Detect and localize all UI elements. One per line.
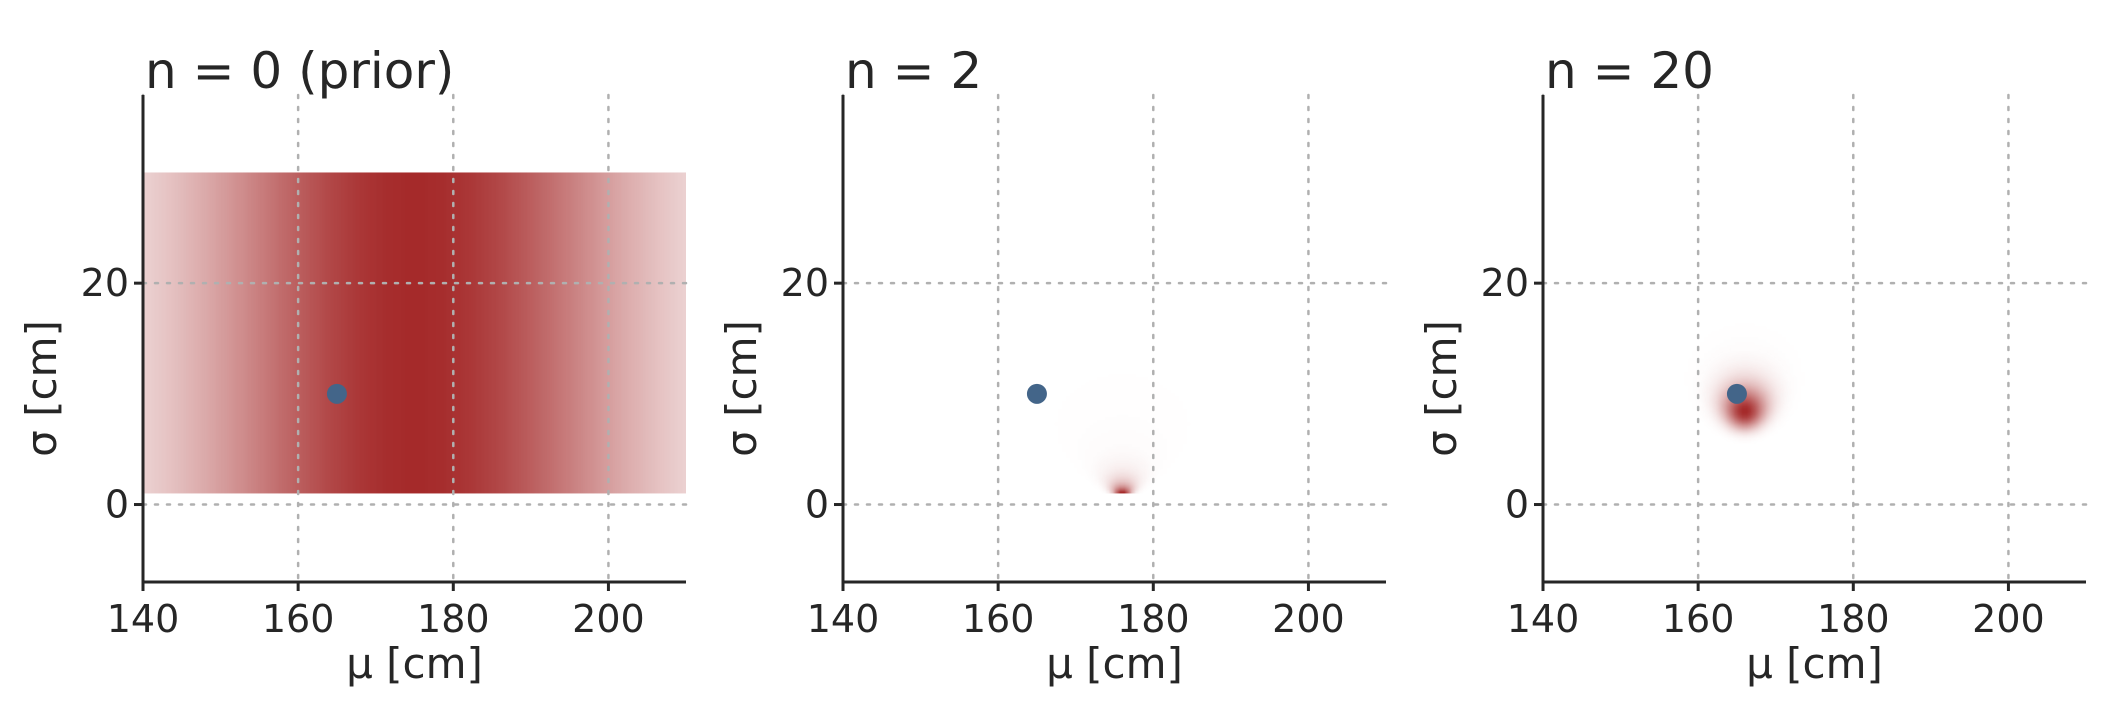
x-tick-label: 140 [1507, 597, 1580, 641]
panel-title: n = 2 [845, 42, 982, 100]
y-tick-label: 0 [805, 483, 829, 527]
x-tick-label: 200 [572, 597, 645, 641]
density-heatmap-2 [843, 172, 1386, 494]
x-tick-label: 200 [1272, 597, 1345, 641]
x-tick-label: 140 [807, 597, 880, 641]
y-axis-label: σ [cm] [17, 320, 66, 457]
true-value-point [1726, 383, 1747, 404]
x-tick-label: 140 [107, 597, 180, 641]
y-axis-label: σ [cm] [717, 320, 766, 457]
panel-3: 140 160 180 200 0 20 μ [cm] σ [cm] n = 20 [1417, 42, 2088, 688]
panel-title: n = 20 [1545, 42, 1714, 100]
x-tick-label: 180 [1117, 597, 1190, 641]
x-tick-label: 200 [1972, 597, 2045, 641]
panel-1: 140 160 180 200 0 20 μ [cm] σ [cm] n = 0 (prior) [17, 42, 688, 688]
y-tick-label: 20 [81, 261, 129, 305]
true-value-point [1026, 383, 1047, 404]
density-heatmap-3 [1543, 172, 2086, 494]
x-axis-label: μ [cm] [1046, 639, 1183, 688]
x-tick-label: 160 [1662, 597, 1735, 641]
panel-2: 140 160 180 200 0 20 μ [cm] σ [cm] n = 2 [717, 42, 1388, 688]
y-tick-label: 0 [105, 483, 129, 527]
x-tick-label: 180 [417, 597, 490, 641]
true-value-point [326, 383, 347, 404]
panel-title: n = 0 (prior) [145, 42, 454, 100]
x-tick-label: 180 [1817, 597, 1890, 641]
y-tick-label: 20 [1481, 261, 1529, 305]
density-heatmap-1 [143, 172, 686, 494]
y-tick-label: 20 [781, 261, 829, 305]
x-tick-label: 160 [262, 597, 335, 641]
y-axis-label: σ [cm] [1417, 320, 1466, 457]
y-tick-label: 0 [1505, 483, 1529, 527]
x-axis-label: μ [cm] [1746, 639, 1883, 688]
x-tick-label: 160 [962, 597, 1035, 641]
x-axis-label: μ [cm] [346, 639, 483, 688]
